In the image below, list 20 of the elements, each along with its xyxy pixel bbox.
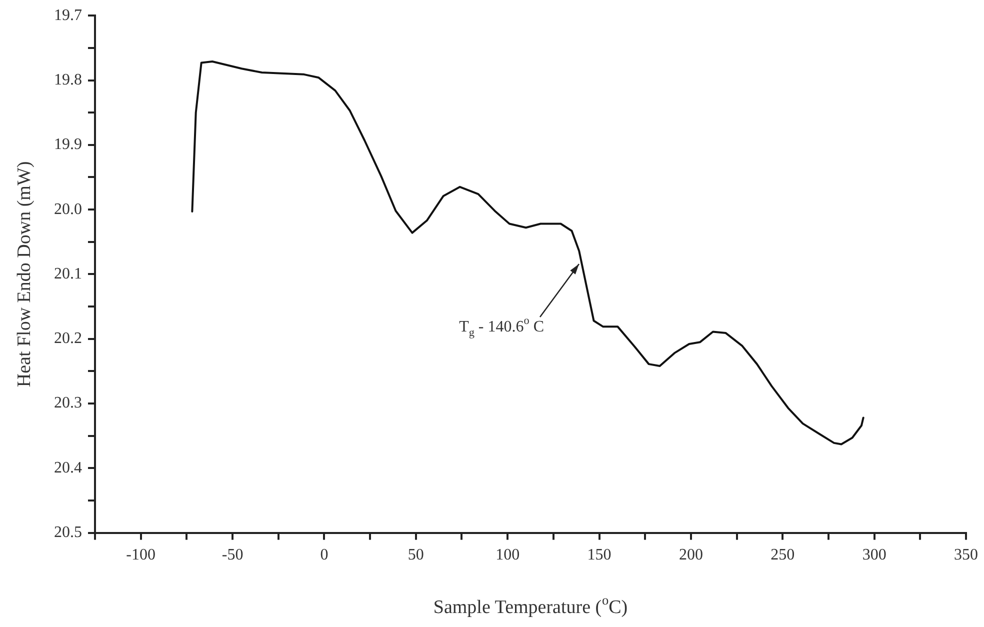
y-tick-label: 19.7 (54, 6, 82, 24)
x-tick-label: 200 (678, 546, 703, 564)
x-tick-label: 300 (862, 546, 886, 564)
x-tick-label: 100 (496, 546, 520, 564)
y-tick-label: 20.5 (54, 524, 82, 542)
x-tick-label: 350 (954, 546, 978, 564)
y-tick-label: 19.8 (54, 71, 82, 88)
x-tick-label: 0 (320, 546, 328, 564)
y-tick-label: 19.9 (54, 136, 82, 154)
y-tick-label: 20.2 (54, 330, 82, 348)
y-tick-label: 20.0 (54, 200, 82, 218)
x-tick-label: 250 (770, 546, 795, 564)
x-tick-label: -50 (222, 546, 244, 564)
y-axis-title: Heat Flow Endo Down (mW) (14, 161, 35, 388)
y-tick-label: 20.3 (54, 394, 82, 412)
y-tick-label: 20.1 (54, 265, 82, 282)
x-tick-label: 150 (587, 546, 612, 564)
y-tick-label: 20.4 (54, 459, 82, 476)
x-tick-label: -100 (126, 546, 156, 564)
x-tick-label: 50 (408, 546, 424, 564)
